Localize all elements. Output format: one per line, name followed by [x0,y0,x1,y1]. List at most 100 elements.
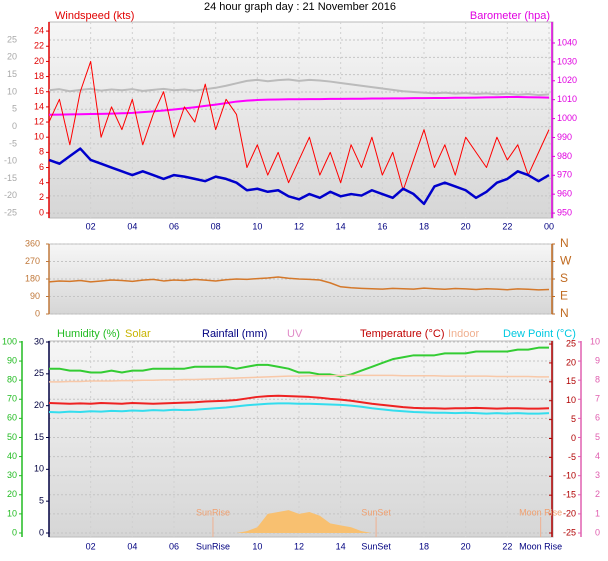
y-tick-label: 12 [34,116,44,126]
y-tick-label: 6 [595,413,600,423]
y-tick-label: 5 [571,414,576,424]
y-tick-label: 0 [595,527,600,537]
x-tick-label: 06 [169,221,179,231]
y-tick-label: 0 [571,433,576,443]
y-tick-label: 5 [12,104,17,114]
annotation-label: SunSet [361,507,391,517]
y-tick-label: 970 [557,170,572,180]
indoor-header: Indoor [448,328,480,340]
y-tick-label: 15 [566,376,576,386]
y-tick-label: 5 [595,432,600,442]
y-tick-label: 1020 [557,75,577,85]
x-tick-label: 02 [86,541,96,551]
y-tick-label: -10 [4,156,17,166]
y-tick-label: N [560,306,569,320]
x-tick-label: 04 [127,541,137,551]
line [49,374,549,383]
y-tick-label: 20 [7,52,17,62]
y-tick-label: 50 [7,432,17,442]
x-tick-label: 00 [544,221,554,231]
y-tick-label: 25 [566,338,576,348]
y-tick-label: 1040 [557,37,577,47]
y-tick-label: -25 [4,208,17,218]
y-tick-label: 0 [39,527,44,537]
y-tick-label: 5 [39,496,44,506]
dewpoint-header: Dew Point (°C) [503,328,576,340]
y-tick-label: 24 [34,25,44,35]
y-tick-label: 30 [34,336,44,346]
y-tick-label: 70 [7,394,17,404]
y-tick-label: 360 [25,238,40,248]
y-tick-label: 7 [595,394,600,404]
y-tick-label: 1000 [557,113,577,123]
y-tick-label: 9 [595,355,600,365]
line [48,147,550,206]
line [48,78,550,97]
x-tick-label: 10 [252,541,262,551]
y-tick-label: 20 [7,489,17,499]
y-tick-label: 25 [34,368,44,378]
y-tick-label: 15 [7,69,17,79]
y-tick-label: -5 [568,452,576,462]
temperature-header: Temperature (°C) [360,328,444,340]
y-tick-label: N [560,236,569,250]
line [48,96,550,116]
y-tick-label: -10 [563,471,576,481]
x-tick-label: 16 [377,221,387,231]
y-tick-label: S [560,271,568,285]
uv-header: UV [287,328,303,340]
y-tick-label: 10 [7,86,17,96]
y-tick-label: 20 [566,357,576,367]
y-tick-label: -25 [563,527,576,537]
y-tick-label: 25 [7,34,17,44]
annotation-axis-label: SunSet [361,541,391,551]
y-tick-label: 80 [7,375,17,385]
y-tick-label: 14 [34,101,44,111]
solar-header: Solar [125,328,151,340]
barometer-header: Barometer (hpa) [470,10,550,22]
x-tick-label: 14 [336,221,346,231]
annotation-axis-label: SunRise [196,541,230,551]
x-tick-label: 18 [419,221,429,231]
line [49,346,549,378]
y-tick-label: 10 [34,132,44,142]
y-tick-label: 180 [25,273,40,283]
y-tick-label: 3 [595,470,600,480]
y-tick-label: 60 [7,413,17,423]
y-tick-label: 8 [595,375,600,385]
x-tick-label: 12 [294,541,304,551]
y-tick-label: 1030 [557,56,577,66]
x-tick-label: 14 [336,541,346,551]
chart-title: 24 hour graph day : 21 November 2016 [204,1,396,13]
x-tick-label: 20 [461,541,471,551]
x-tick-label: 22 [502,221,512,231]
x-tick-label: 18 [419,541,429,551]
y-tick-label: 0 [35,308,40,318]
x-tick-label: 12 [294,221,304,231]
y-tick-label: 10 [566,395,576,405]
y-tick-label: W [560,254,572,268]
y-tick-label: 960 [557,189,572,199]
y-tick-label: 10 [590,336,600,346]
x-tick-label: 08 [211,221,221,231]
y-tick-label: 90 [30,291,40,301]
y-tick-label: 1010 [557,94,577,104]
x-tick-label: 04 [127,221,137,231]
line [48,394,550,410]
y-tick-label: 16 [34,86,44,96]
y-tick-label: 18 [34,71,44,81]
x-tick-label: 22 [502,541,512,551]
y-tick-label: 30 [7,470,17,480]
y-tick-label: -20 [4,190,17,200]
plot-background [48,340,554,538]
y-tick-label: 0 [12,527,17,537]
rainfall-header: Rainfall (mm) [202,328,267,340]
y-tick-label: 2 [595,489,600,499]
y-tick-label: -15 [4,173,17,183]
y-tick-label: E [560,289,568,303]
line [48,276,550,291]
area [49,510,549,533]
plots: 02 04 06 08 10 12 14 16 18 20 22 000246810121416182… [2,21,600,551]
